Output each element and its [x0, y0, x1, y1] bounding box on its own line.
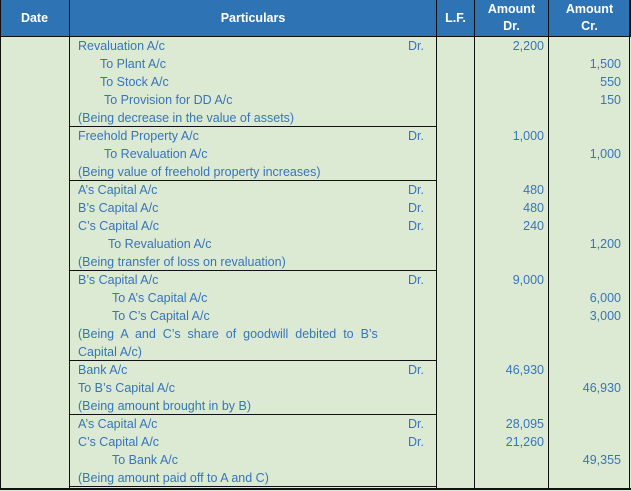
credit-amount: 46,930	[582, 381, 621, 395]
dr-marker: Dr.	[408, 183, 424, 197]
journal-entry	[69, 181, 436, 271]
header-date: Date	[0, 0, 70, 37]
debit-amount: 46,930	[505, 363, 544, 377]
dr-marker: Dr.	[408, 219, 424, 233]
particulars-text: (Being value of freehold property increa…	[78, 165, 321, 179]
debit-amount: 21,260	[505, 435, 544, 449]
journal-entry	[69, 271, 436, 361]
dr-marker: Dr.	[408, 39, 424, 53]
debit-amount: 9,000	[512, 273, 544, 287]
header-amount-cr: Amount Cr.	[549, 0, 631, 37]
credit-amount: 6,000	[589, 291, 621, 305]
particulars-text: To C’s Capital A/c	[112, 309, 210, 323]
dr-marker: Dr.	[408, 435, 424, 449]
debit-amount: 480	[523, 201, 544, 215]
particulars-text: To Plant A/c	[100, 57, 167, 71]
particulars-text: To Revaluation A/c	[104, 147, 208, 161]
particulars-text: C’s Capital A/c	[78, 219, 160, 233]
particulars-text: B’s Capital A/c	[78, 273, 159, 287]
border	[629, 0, 630, 489]
header-particulars: Particulars	[70, 0, 437, 37]
particulars-text: Bank A/c	[78, 363, 128, 377]
border	[0, 0, 1, 489]
header-lf: L.F.	[437, 0, 475, 37]
debit-amount: 2,200	[512, 39, 544, 53]
dr-marker: Dr.	[408, 273, 424, 287]
particulars-text: (Being amount brought in by B)	[78, 399, 252, 413]
border	[548, 0, 549, 489]
journal-entry	[69, 361, 436, 415]
credit-amount: 1,000	[589, 147, 621, 161]
particulars-text: (Being A and C’s share of goodwill debit…	[78, 327, 378, 341]
particulars-text: (Being decrease in the value of assets)	[78, 111, 295, 125]
credit-amount: 3,000	[589, 309, 621, 323]
particulars-text: Revaluation A/c	[78, 39, 165, 53]
border	[69, 0, 70, 489]
particulars-text: (Being transfer of loss on revaluation)	[78, 255, 286, 269]
particulars-text: C’s Capital A/c	[78, 435, 160, 449]
debit-amount: 1,000	[512, 129, 544, 143]
credit-amount: 49,355	[582, 453, 621, 467]
particulars-text: Capital A/c)	[78, 345, 142, 359]
dr-marker: Dr.	[408, 417, 424, 431]
dr-marker: Dr.	[408, 129, 424, 143]
border	[474, 0, 475, 489]
particulars-text: A’s Capital A/c	[78, 417, 158, 431]
credit-amount: 1,500	[589, 57, 621, 71]
dr-marker: Dr.	[408, 363, 424, 377]
journal-entry	[69, 37, 436, 127]
particulars-text: Freehold Property A/c	[78, 129, 199, 143]
credit-amount: 1,200	[589, 237, 621, 251]
credit-amount: 150	[600, 93, 621, 107]
particulars-text: To Stock A/c	[100, 75, 169, 89]
credit-amount: 550	[600, 75, 621, 89]
particulars-text: A’s Capital A/c	[78, 183, 158, 197]
border	[436, 0, 437, 489]
header-amount-dr: Amount Dr.	[475, 0, 549, 37]
particulars-text: (Being amount paid off to A and C)	[78, 471, 269, 485]
debit-amount: 480	[523, 183, 544, 197]
journal-entry	[69, 415, 436, 487]
particulars-text: To Bank A/c	[112, 453, 179, 467]
particulars-text: To Revaluation A/c	[108, 237, 212, 251]
debit-amount: 28,095	[505, 417, 544, 431]
dr-marker: Dr.	[408, 201, 424, 215]
border	[0, 488, 631, 490]
journal-entry	[69, 127, 436, 181]
particulars-text: B’s Capital A/c	[78, 201, 159, 215]
debit-amount: 240	[523, 219, 544, 233]
particulars-text: To B’s Capital A/c	[78, 381, 176, 395]
particulars-text: To A’s Capital A/c	[112, 291, 208, 305]
particulars-text: To Provision for DD A/c	[104, 93, 233, 107]
